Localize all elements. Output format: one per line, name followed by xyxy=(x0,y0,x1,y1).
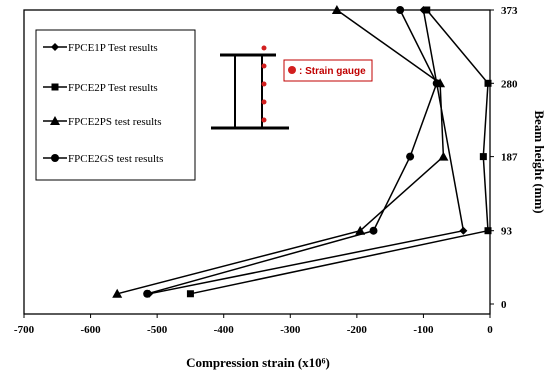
y-tick-label: 280 xyxy=(501,78,518,90)
x-tick-label: -200 xyxy=(347,324,368,336)
data-point-diamond xyxy=(459,226,468,235)
legend-box xyxy=(35,29,196,181)
data-point-square xyxy=(484,79,492,87)
legend-marker-square xyxy=(51,83,59,91)
strain-gauge-dot xyxy=(261,99,267,105)
data-point-square xyxy=(484,227,492,235)
data-point-circle xyxy=(432,79,441,88)
data-point-triangle xyxy=(355,225,366,235)
data-point-circle xyxy=(406,152,415,161)
x-tick-label: -300 xyxy=(280,324,301,336)
legend: FPCE1P Test results FPCE2P Test results FP… xyxy=(43,42,163,165)
y-tick-label: 187 xyxy=(501,152,518,164)
y-tick-label: 93 xyxy=(501,226,513,238)
x-tick-label: -600 xyxy=(80,324,101,336)
legend-marker-circle xyxy=(51,154,59,162)
strain-gauge-dot xyxy=(261,81,267,87)
x-tick-label: -500 xyxy=(147,324,168,336)
y-axis-label: Beam height (mm) xyxy=(532,110,546,213)
series-layer xyxy=(112,5,492,298)
data-point-triangle xyxy=(112,288,123,298)
x-axis-label: Compression strain (x10⁶) xyxy=(186,355,330,370)
legend-marker-diamond xyxy=(51,43,59,51)
strain-gauge-dot xyxy=(261,63,267,69)
legend-label: FPCE2P Test results xyxy=(68,82,158,94)
x-tick-label: 0 xyxy=(487,324,493,336)
inset-gauges xyxy=(261,45,267,123)
data-point-circle xyxy=(369,226,378,235)
data-point-circle xyxy=(396,6,405,14)
series-circle xyxy=(143,6,441,298)
data-point-square xyxy=(479,153,487,161)
legend-label: FPCE2GS test results xyxy=(68,153,163,165)
legend-label: FPCE1P Test results xyxy=(68,42,158,54)
strain-gauge-label-box xyxy=(283,59,373,82)
data-point-square xyxy=(423,6,431,14)
y-tick-label: 373 xyxy=(501,5,518,17)
y-tick-label: 0 xyxy=(501,299,507,311)
strain-gauge-label: : Strain gauge xyxy=(299,66,366,77)
data-point-triangle xyxy=(331,5,342,14)
plot-frame xyxy=(23,9,491,315)
x-tick-label: -400 xyxy=(214,324,235,336)
strain-gauge-legend-dot xyxy=(288,66,296,74)
x-tick-label: -700 xyxy=(14,324,35,336)
legend-label: FPCE2PS test results xyxy=(68,116,162,128)
series-square xyxy=(186,6,492,298)
y-axis-ticks: 0 93 187 280 373 xyxy=(490,5,518,311)
data-point-triangle xyxy=(438,151,449,161)
strain-gauge-dot xyxy=(261,45,267,51)
x-tick-label: -100 xyxy=(413,324,434,336)
strain-gauge-inset: : Strain gauge xyxy=(211,45,373,130)
x-axis-ticks: -700 -600 -500 -400 -300 -200 -100 0 xyxy=(14,314,493,336)
strain-gauge-dot xyxy=(261,117,267,123)
series-line xyxy=(149,9,465,295)
legend-marker-triangle xyxy=(50,116,60,125)
data-point-square xyxy=(186,290,194,298)
data-point-circle xyxy=(143,289,152,298)
